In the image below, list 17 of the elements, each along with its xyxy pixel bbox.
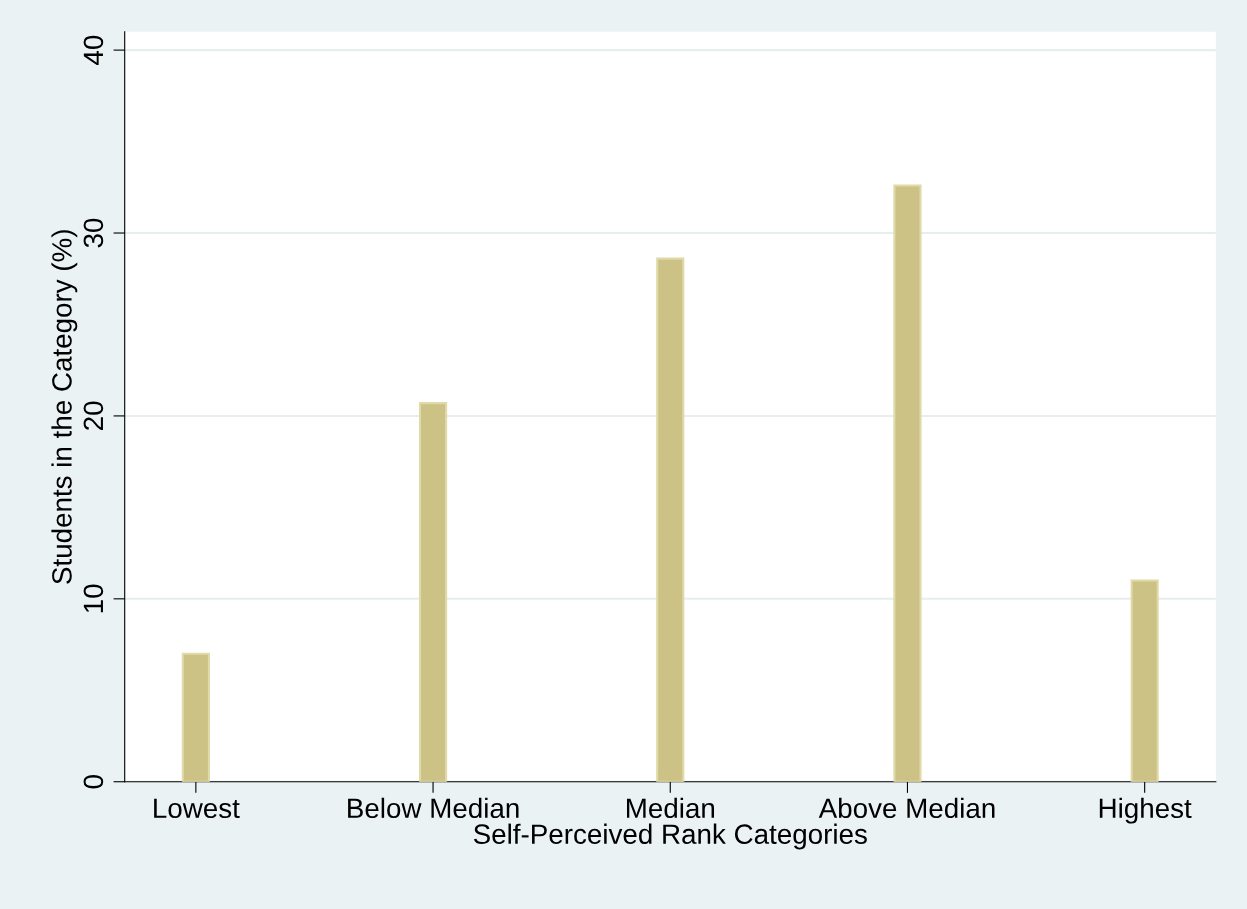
x-axis-title: Self-Perceived Rank Categories (473, 823, 867, 850)
bar (181, 652, 210, 782)
bar (893, 184, 922, 782)
y-tick-label: 0 (83, 775, 104, 789)
x-tick-label: Above Median (818, 797, 995, 819)
x-tick-label: Below Median (348, 797, 519, 819)
y-tick-label: 40 (83, 35, 104, 65)
bar (418, 402, 448, 782)
bar (656, 257, 685, 782)
x-tick-label: Highest (1099, 797, 1192, 824)
bar (1130, 579, 1159, 782)
x-tick-label: Lowest (154, 798, 240, 819)
y-axis-title: Students in the Category (%) (51, 230, 78, 584)
y-tick-label: 30 (83, 218, 104, 248)
y-tick-label: 20 (83, 401, 104, 430)
y-tick-label: 10 (83, 584, 104, 613)
x-tick-label: Median (626, 797, 715, 819)
